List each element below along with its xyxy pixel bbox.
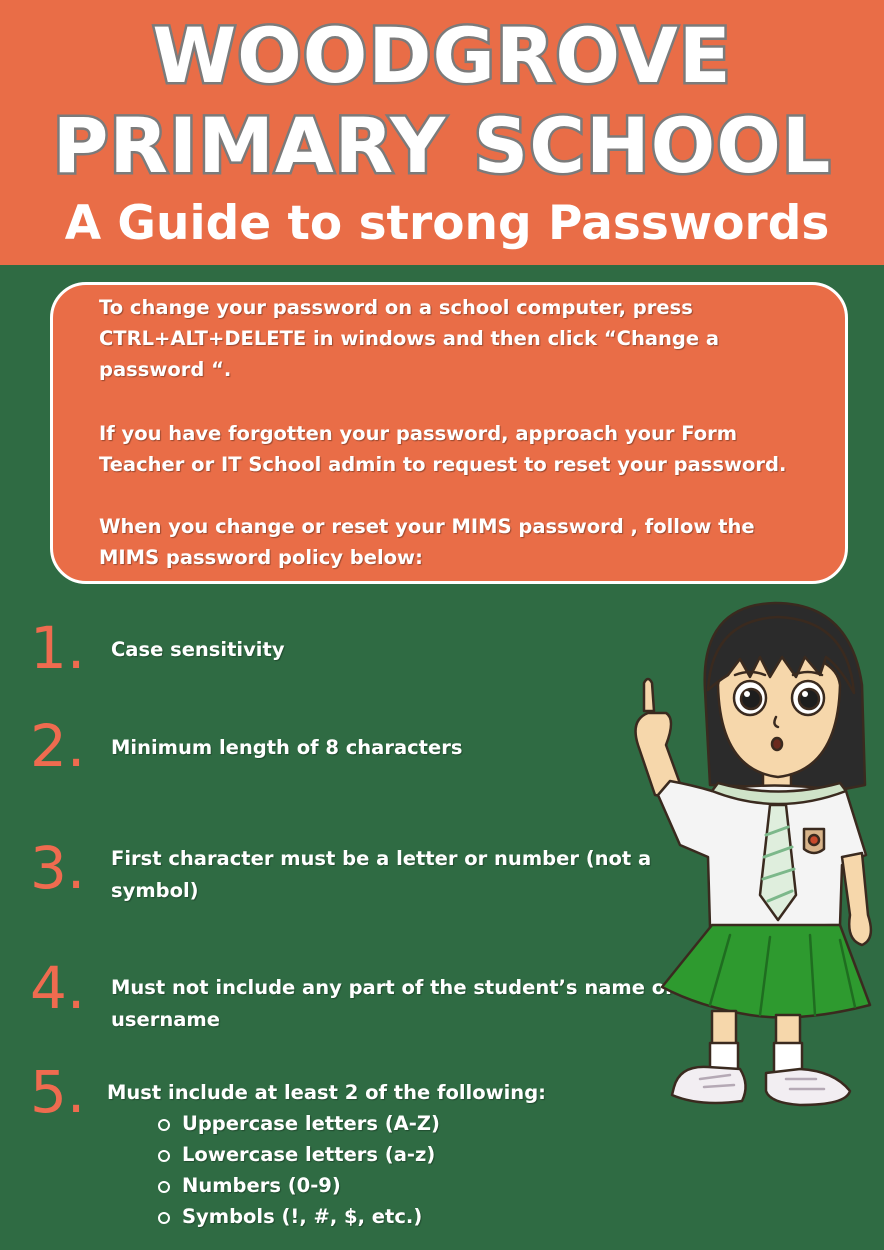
poster-subtitle: A Guide to strong Passwords	[64, 196, 830, 251]
list-item-label: Lowercase letters (a-z)	[182, 1143, 436, 1166]
rule-number-4: 4.	[30, 954, 86, 1022]
rule-5-text: Must include at least 2 of the following…	[107, 1081, 546, 1104]
list-item-label: Symbols (!, #, $, etc.)	[182, 1205, 423, 1228]
school-name-line2: PRIMARY SCHOOL	[50, 101, 833, 190]
info-box: To change your password on a school comp…	[50, 282, 848, 584]
info-policy-intro: When you change or reset your MIMS passw…	[99, 515, 755, 569]
list-item: Numbers (0-9)	[158, 1170, 440, 1201]
rule-number-5: 5.	[30, 1058, 86, 1126]
list-item-label: Numbers (0-9)	[182, 1174, 341, 1197]
info-forgotten-password: If you have forgotten your password, app…	[99, 422, 787, 476]
rule-1-text: Case sensitivity	[111, 638, 285, 661]
rule-number-2: 2.	[30, 712, 86, 780]
info-change-password: To change your password on a school comp…	[99, 296, 720, 381]
circle-bullet-icon	[158, 1181, 170, 1193]
student-girl-illustration	[634, 601, 873, 1107]
character-types-list: Uppercase letters (A-Z) Lowercase letter…	[158, 1108, 440, 1232]
rule-number-3: 3.	[30, 834, 86, 902]
circle-bullet-icon	[158, 1212, 170, 1224]
rule-2-text: Minimum length of 8 characters	[111, 736, 463, 759]
rule-3-text: First character must be a letter or numb…	[111, 847, 652, 902]
rule-number-1: 1.	[30, 614, 86, 682]
school-name-line1: WOODGROVE	[150, 11, 733, 100]
list-item: Uppercase letters (A-Z)	[158, 1108, 440, 1139]
list-item-label: Uppercase letters (A-Z)	[182, 1112, 440, 1135]
list-item: Lowercase letters (a-z)	[158, 1139, 440, 1170]
rule-4-text: Must not include any part of the student…	[111, 976, 675, 1031]
list-item: Symbols (!, #, $, etc.)	[158, 1201, 440, 1232]
circle-bullet-icon	[158, 1150, 170, 1162]
circle-bullet-icon	[158, 1119, 170, 1131]
header-banner: WOODGROVE PRIMARY SCHOOL A Guide to stro…	[0, 0, 884, 265]
